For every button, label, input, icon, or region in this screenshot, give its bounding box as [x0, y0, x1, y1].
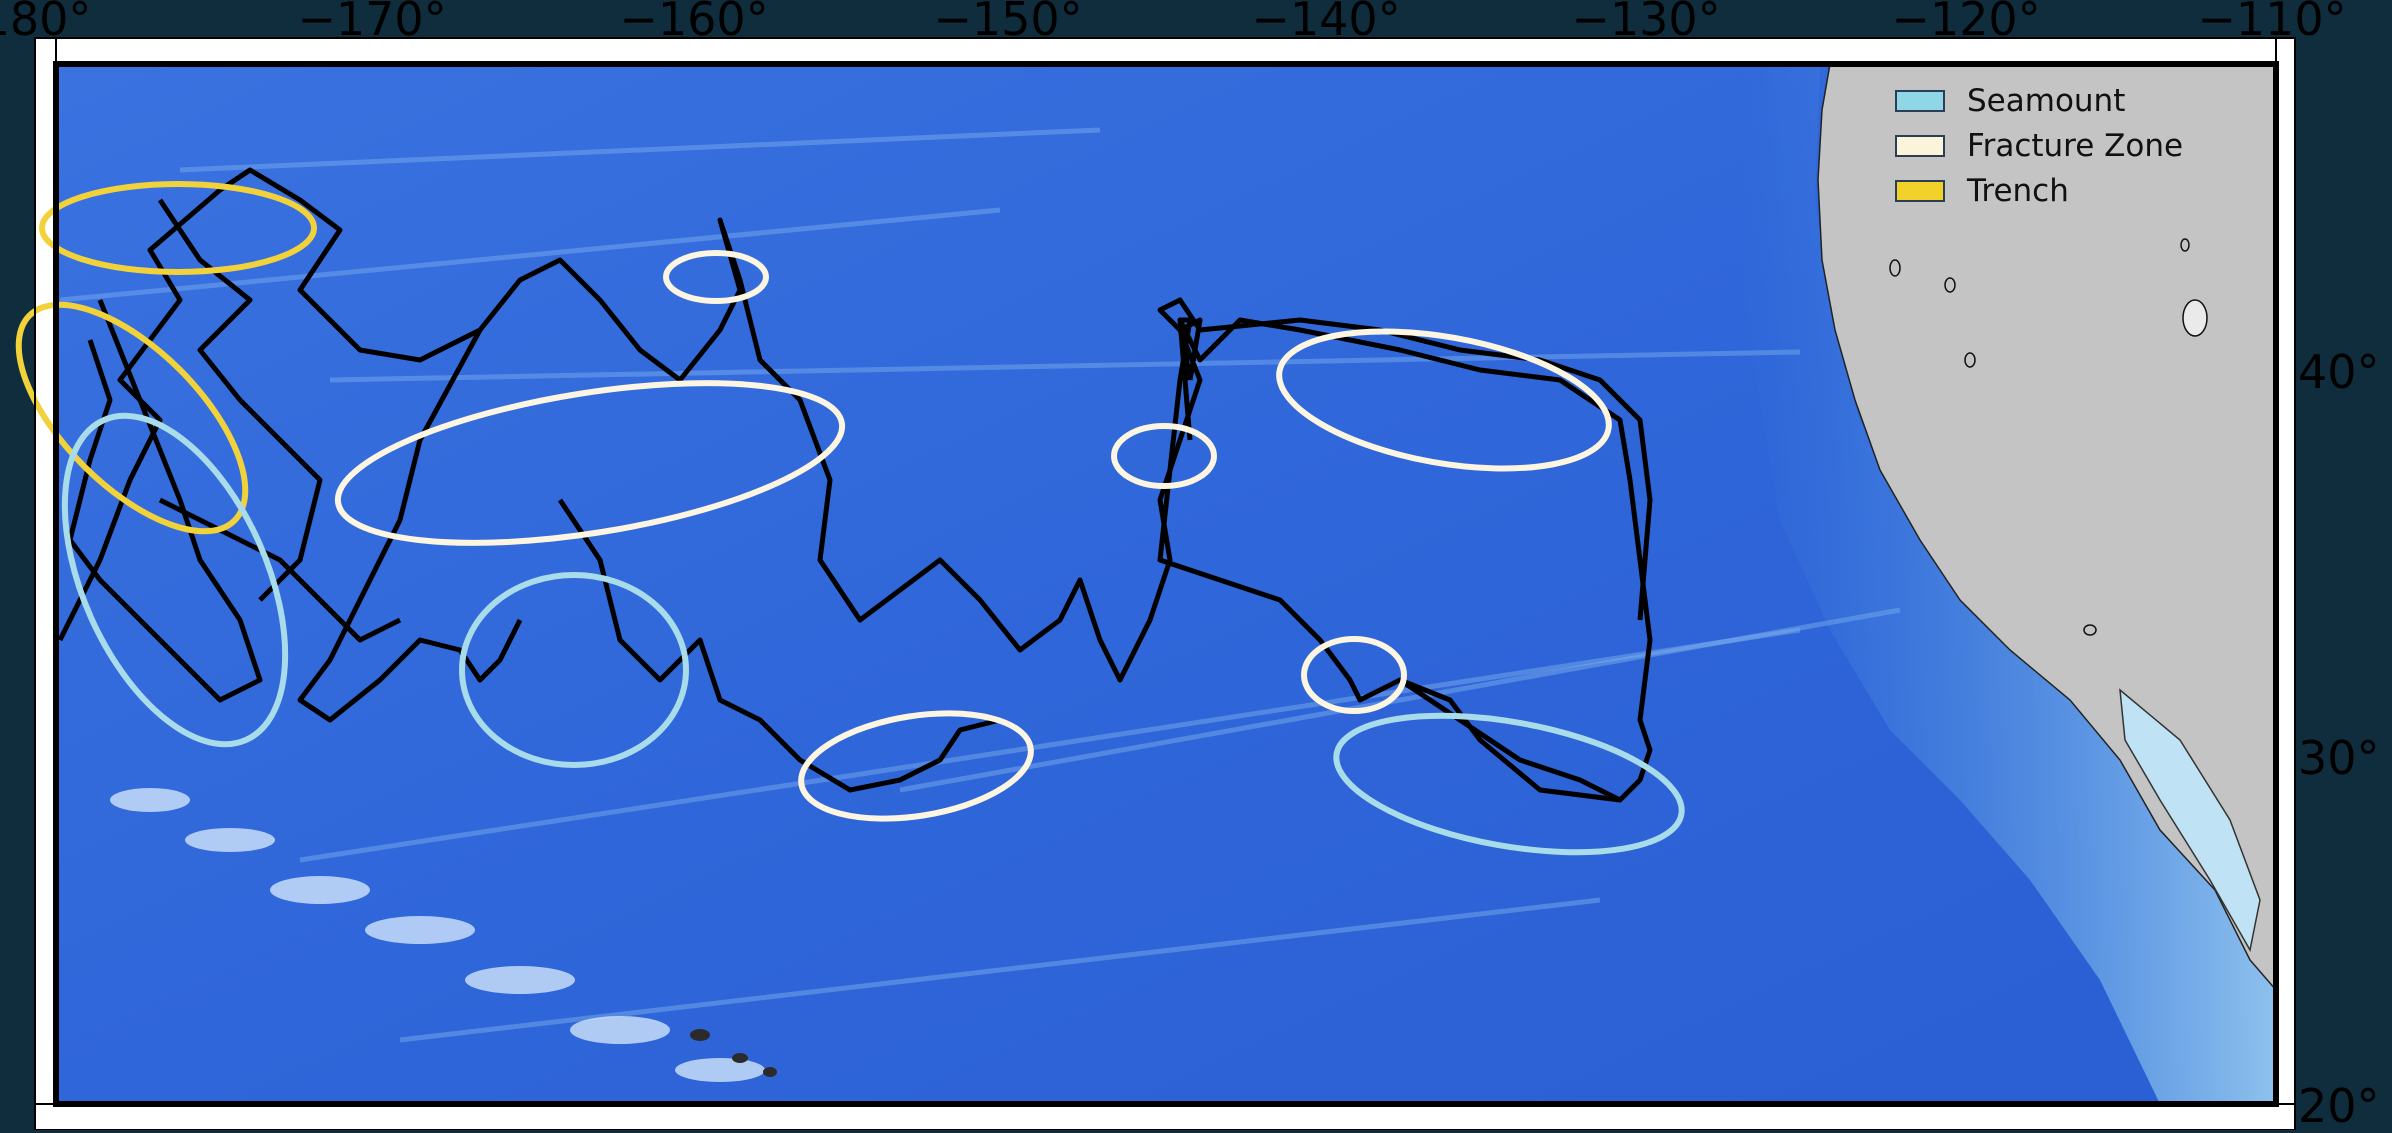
feature-ellipses [15, 181, 1685, 856]
lon-tick-label: 180° [0, 0, 92, 46]
fracture-zone-ellipse [1111, 423, 1217, 489]
hawaii-islands [690, 1029, 777, 1077]
lon-tick-label: −170° [297, 0, 447, 46]
map-border [53, 61, 2279, 1107]
legend-item: Fracture Zone [1895, 123, 2183, 168]
map-legend: Seamount Fracture Zone Trench [1895, 78, 2183, 213]
lon-tick-label: −150° [933, 0, 1083, 46]
trench-ellipse [15, 301, 249, 535]
continental-shelf [1740, 64, 2276, 1104]
legend-label: Trench [1967, 172, 2069, 209]
bathymetry-streaks [59, 127, 1901, 1043]
legend-swatch [1895, 179, 1945, 202]
fracture-zone-ellipse [334, 380, 846, 546]
fracture-zone-ellipse [1301, 636, 1407, 714]
seamount-ellipse [1333, 712, 1685, 856]
legend-label: Fracture Zone [1967, 127, 2184, 164]
fracture-zone-ellipse [798, 710, 1034, 822]
lon-tick-label: −110° [2197, 0, 2347, 46]
fracture-zone-ellipse [663, 250, 769, 304]
seamount-chain [110, 788, 765, 1082]
small-islands [1889, 238, 2208, 636]
legend-swatch [1895, 134, 1945, 157]
ship-track [57, 167, 1653, 803]
lon-tick-label: −120° [1891, 0, 2041, 46]
lon-tick-label: −140° [1251, 0, 1401, 46]
seamount-ellipse [459, 572, 689, 768]
legend-swatch [1895, 89, 1945, 112]
map-outer-border [34, 37, 2296, 1130]
lon-tick-label: −160° [619, 0, 769, 46]
legend-item: Trench [1895, 168, 2183, 213]
lat-tick-label: 30° [2298, 731, 2380, 785]
seamount-ellipse [61, 412, 289, 748]
gulf-of-california [2119, 688, 2261, 953]
lat-tick-label: 20° [2298, 1079, 2380, 1133]
legend-item: Seamount [1895, 78, 2183, 123]
lat-tick-label: 40° [2298, 345, 2380, 399]
lon-tick-label: −130° [1571, 0, 1721, 46]
fracture-zone-ellipse [1276, 328, 1612, 472]
trench-ellipse [39, 181, 317, 275]
legend-label: Seamount [1967, 82, 2126, 119]
